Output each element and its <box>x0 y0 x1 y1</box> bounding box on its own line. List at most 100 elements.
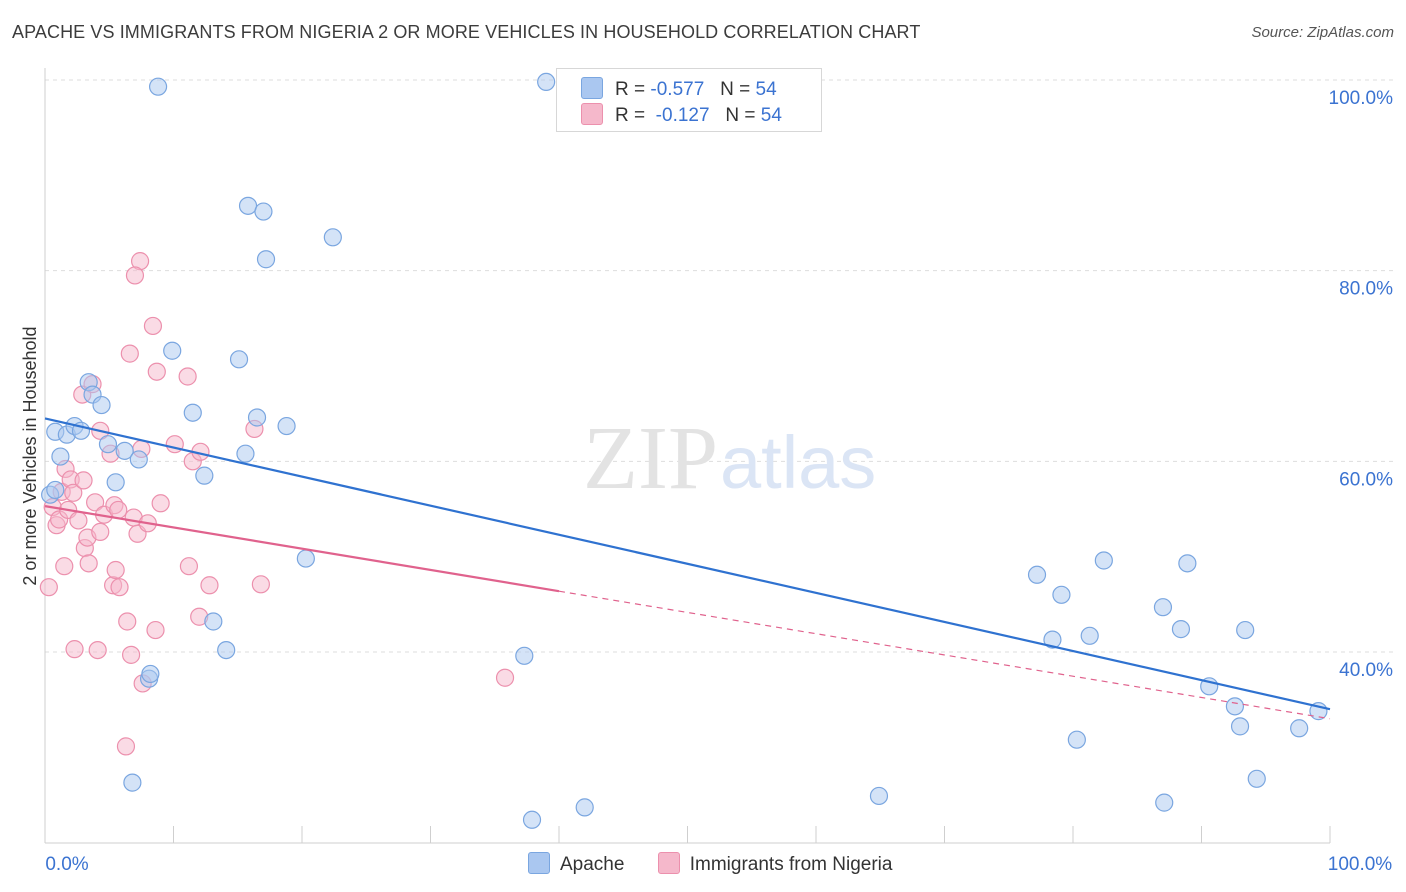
nigeria-point <box>91 522 110 541</box>
nigeria-point <box>86 493 105 512</box>
apache-legend-label: Apache <box>560 854 625 875</box>
watermark-atlas: atlas <box>720 421 876 504</box>
apache-n-value: 54 <box>755 79 777 100</box>
nigeria-point <box>118 612 137 631</box>
apache-point <box>129 450 148 469</box>
apache-point <box>46 480 65 500</box>
apache-point <box>296 549 315 568</box>
apache-point <box>148 77 168 96</box>
r-label: R = <box>615 79 646 100</box>
legend-item-apache[interactable]: Apache <box>528 852 624 876</box>
source-credit: Source: ZipAtlas.com <box>1251 24 1394 41</box>
apache-point <box>92 395 111 415</box>
nigeria-n-value: 54 <box>760 105 782 126</box>
apache-point <box>1178 554 1197 573</box>
n-label: N = <box>725 105 756 126</box>
series-legend: Apache Immigrants from Nigeria <box>528 852 920 876</box>
nigeria-legend-swatch <box>657 852 680 874</box>
apache-point <box>1236 620 1255 640</box>
x-tick-label-start: 0.0% <box>45 854 88 875</box>
nigeria-point <box>495 668 515 687</box>
apache-point <box>323 228 342 247</box>
apache-swatch <box>581 77 603 99</box>
apache-point <box>236 444 255 463</box>
apache-point <box>256 250 276 269</box>
apache-point <box>183 403 202 422</box>
apache-point <box>1067 730 1086 749</box>
apache-legend-swatch <box>528 852 550 874</box>
nigeria-point <box>147 362 166 381</box>
apache-point <box>217 640 236 660</box>
nigeria-point <box>106 560 125 580</box>
apache-point <box>254 202 273 221</box>
y-tick-label: 40.0% <box>1339 660 1393 681</box>
nigeria-r-value: -0.127 <box>655 105 710 126</box>
nigeria-point <box>69 511 88 530</box>
apache-point <box>869 786 889 806</box>
legend-item-nigeria[interactable]: Immigrants from Nigeria <box>657 852 893 876</box>
nigeria-point <box>178 367 197 386</box>
y-tick-label: 60.0% <box>1339 469 1393 490</box>
apache-point <box>123 773 142 792</box>
apache-point <box>575 798 594 817</box>
nigeria-point <box>88 640 107 660</box>
axes <box>44 68 1331 844</box>
nigeria-point <box>74 471 93 490</box>
nigeria-point <box>143 316 163 336</box>
apache-point <box>1247 769 1266 788</box>
nigeria-legend-label: Immigrants from Nigeria <box>689 854 893 875</box>
nigeria-point <box>65 640 84 659</box>
apache-point <box>238 196 258 215</box>
r-label: R = <box>615 105 646 126</box>
nigeria-point <box>125 266 145 285</box>
y-axis-label: 2 or more Vehicles in Household <box>20 326 40 585</box>
apache-point <box>1225 697 1245 716</box>
nigeria-swatch <box>581 103 603 125</box>
series-apache-points <box>41 72 1328 829</box>
apache-point <box>537 72 556 92</box>
apache-point <box>195 466 214 485</box>
y-tick-label: 80.0% <box>1339 279 1393 300</box>
apache-point <box>106 473 125 492</box>
apache-point <box>515 646 534 665</box>
apache-point <box>1043 630 1062 649</box>
apache-point <box>115 441 134 460</box>
apache-point <box>1290 719 1309 738</box>
nigeria-point <box>110 578 129 597</box>
apache-point <box>1052 585 1071 604</box>
nigeria-point <box>55 557 74 576</box>
apache-point <box>1230 717 1250 736</box>
apache-point <box>163 341 182 360</box>
watermark-zip: ZIP <box>583 409 718 508</box>
nigeria-point <box>109 500 128 520</box>
apache-point <box>1153 598 1173 617</box>
apache-point <box>277 416 296 436</box>
nigeria-point <box>200 576 219 595</box>
stats-row-apache: R = -0.577 N = 54 <box>581 77 777 101</box>
nigeria-point <box>64 483 83 502</box>
nigeria-point <box>121 645 141 664</box>
nigeria-trend-line <box>44 505 560 593</box>
nigeria-point <box>120 344 139 363</box>
nigeria-point <box>146 620 165 640</box>
nigeria-trend-extension <box>558 590 1331 720</box>
n-label: N = <box>720 79 751 100</box>
watermark: ZIP atlas <box>583 409 876 508</box>
apache-point <box>204 612 223 631</box>
nigeria-point <box>116 737 136 756</box>
apache-r-value: -0.577 <box>650 79 705 100</box>
stats-row-nigeria: R = -0.127 N = 54 <box>581 103 782 127</box>
apache-point <box>51 447 70 466</box>
apache-point <box>1094 551 1113 570</box>
apache-point <box>141 664 160 684</box>
y-tick-label: 100.0% <box>1329 88 1394 109</box>
nigeria-point <box>251 575 270 594</box>
nigeria-point <box>151 494 170 513</box>
nigeria-point <box>179 557 199 576</box>
apache-point <box>1171 620 1191 639</box>
apache-point <box>1080 626 1099 645</box>
chart-title: APACHE VS IMMIGRANTS FROM NIGERIA 2 OR M… <box>12 22 921 42</box>
series-nigeria-points <box>39 252 515 756</box>
trend-lines <box>44 417 1331 720</box>
